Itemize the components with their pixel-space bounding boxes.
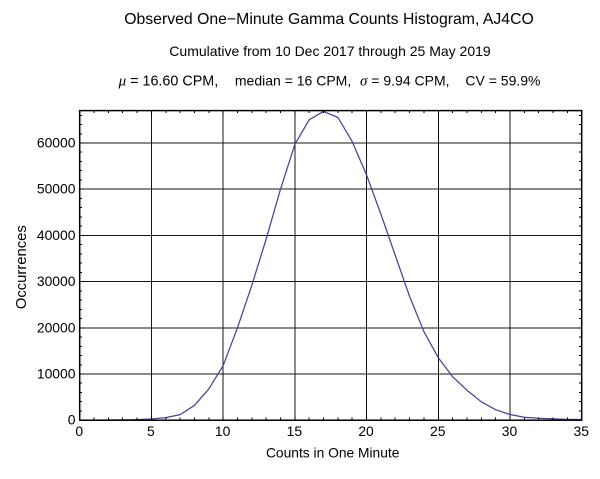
svg-text:30000: 30000 [37, 273, 76, 289]
svg-text:30: 30 [502, 423, 518, 439]
svg-text:5: 5 [147, 423, 155, 439]
svg-text:median = 16 CPM,: median = 16 CPM, [235, 72, 351, 88]
svg-text:Occurrences: Occurrences [14, 225, 30, 309]
svg-text:60000: 60000 [37, 135, 76, 151]
svg-text:Counts in One Minute: Counts in One Minute [266, 446, 400, 461]
svg-text:μ = 16.60 CPM,: μ = 16.60 CPM, [118, 73, 219, 89]
svg-text:0: 0 [68, 412, 76, 428]
svg-text:50000: 50000 [37, 181, 76, 197]
svg-text:σ = 9.94 CPM,: σ = 9.94 CPM, [360, 72, 450, 89]
svg-text:0: 0 [75, 423, 83, 439]
svg-text:CV = 59.9%: CV = 59.9% [465, 72, 540, 88]
svg-text:Observed One−Minute Gamma Coun: Observed One−Minute Gamma Counts Histogr… [124, 11, 534, 28]
svg-text:Cumulative from 10 Dec 2017 th: Cumulative from 10 Dec 2017 through 25 M… [169, 43, 491, 59]
svg-text:10: 10 [215, 423, 231, 439]
svg-text:35: 35 [573, 423, 589, 439]
svg-text:40000: 40000 [37, 227, 76, 243]
svg-text:25: 25 [430, 423, 446, 439]
svg-text:20: 20 [358, 423, 374, 439]
svg-text:10000: 10000 [37, 366, 76, 382]
svg-text:15: 15 [287, 423, 303, 439]
svg-text:20000: 20000 [37, 319, 76, 335]
